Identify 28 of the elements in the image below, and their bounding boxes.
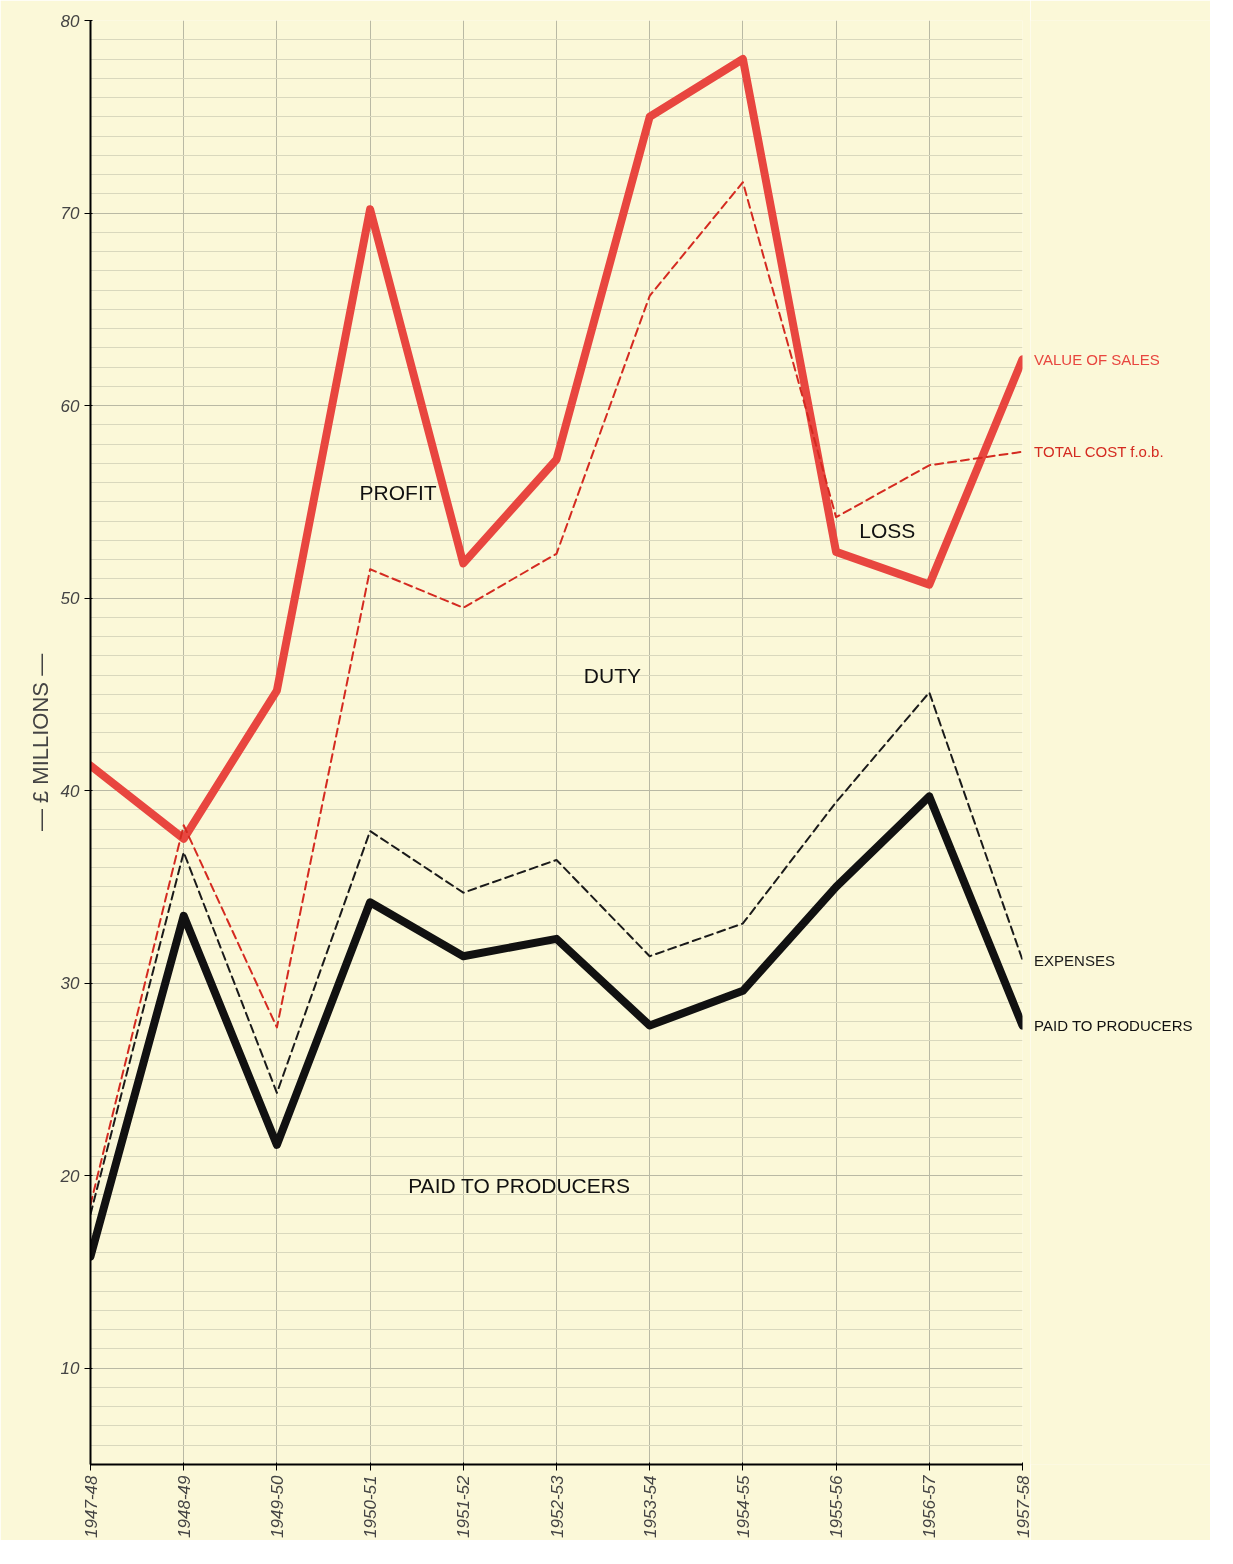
- y-tick-label: 80: [60, 11, 81, 31]
- annotation: DUTY: [583, 663, 642, 687]
- series-label: VALUE OF SALES: [1034, 350, 1160, 368]
- y-tick-label: 40: [60, 781, 81, 801]
- x-tick-label: 1951-52: [454, 1474, 474, 1538]
- y-tick-label: 20: [59, 1166, 81, 1186]
- x-tick-label: 1947-48: [81, 1474, 101, 1538]
- y-axis-title: — £ MILLIONS —: [27, 653, 53, 832]
- x-tick-label: 1956-57: [920, 1474, 940, 1538]
- x-tick-label: 1955-56: [827, 1474, 847, 1538]
- series-label: EXPENSES: [1034, 951, 1115, 969]
- y-tick-label: 50: [60, 589, 81, 609]
- x-tick-label: 1949-50: [267, 1474, 287, 1538]
- y-tick-label: 10: [60, 1359, 81, 1379]
- y-tick-label: 30: [60, 974, 81, 994]
- x-tick-label: 1953-54: [640, 1475, 660, 1538]
- x-tick-label: 1948-49: [174, 1474, 194, 1538]
- x-tick-label: 1952-53: [547, 1474, 567, 1538]
- series-label: TOTAL COST f.o.b.: [1034, 443, 1164, 461]
- x-tick-label: 1957-58: [1013, 1474, 1033, 1538]
- x-tick-label: 1950-51: [361, 1475, 381, 1538]
- series-label: PAID TO PRODUCERS: [1034, 1017, 1193, 1035]
- annotation: LOSS: [859, 519, 916, 543]
- annotation: PROFIT: [359, 480, 437, 504]
- y-tick-label: 60: [60, 396, 81, 416]
- y-tick-label: 70: [60, 204, 81, 224]
- annotation: PAID TO PRODUCERS: [408, 1173, 630, 1197]
- x-tick-label: 1954-55: [733, 1474, 753, 1538]
